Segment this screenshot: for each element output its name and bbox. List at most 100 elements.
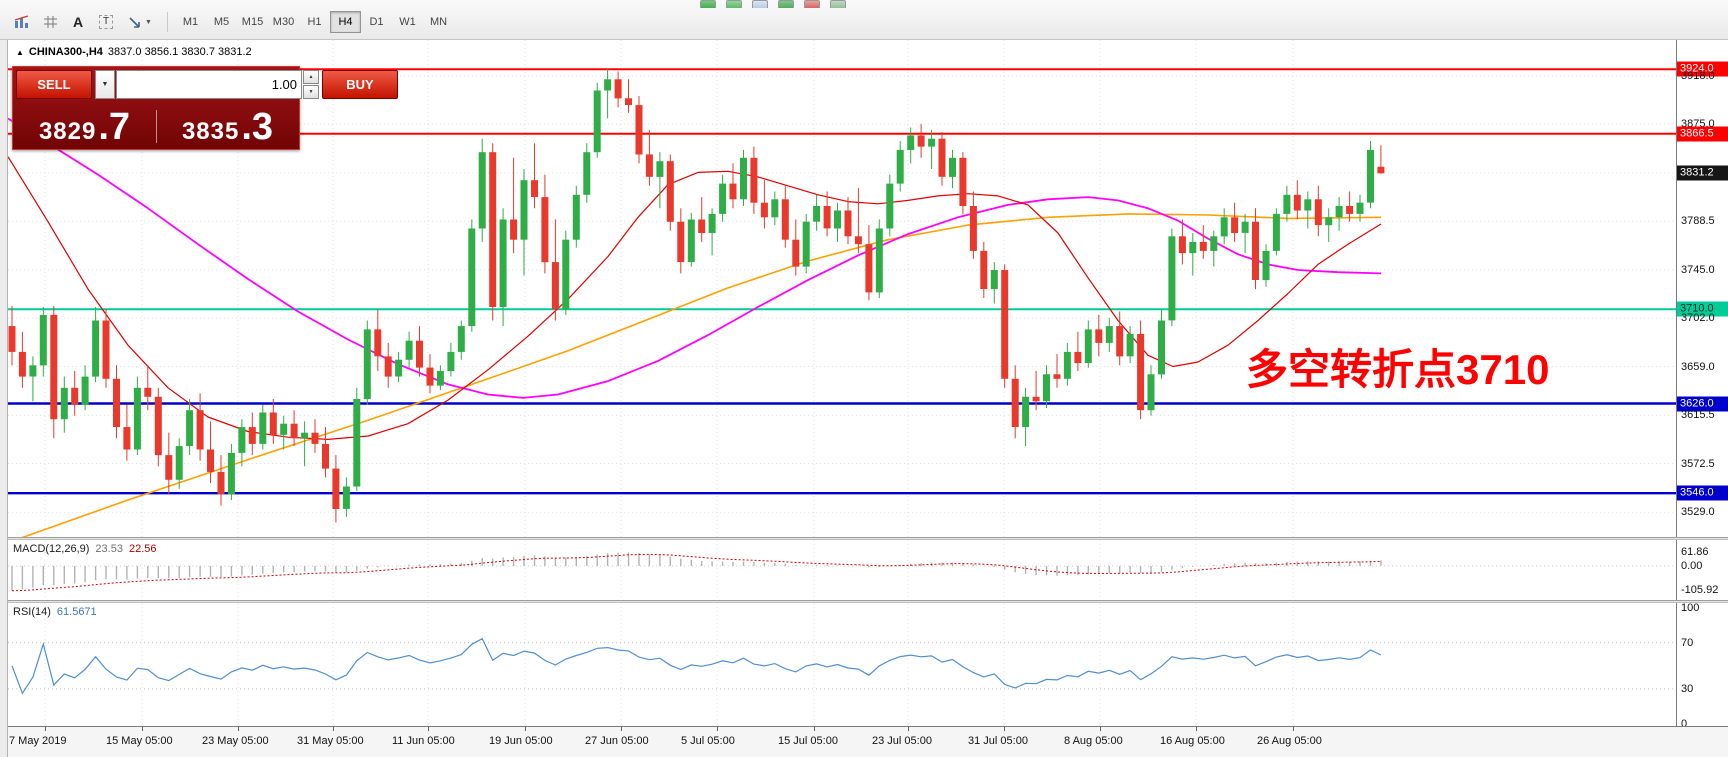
chart-text-annotation: 多空转折点3710 <box>1246 346 1550 393</box>
time-tick <box>525 727 526 731</box>
time-tick <box>142 727 143 731</box>
time-label: 11 Jun 05:00 <box>392 735 455 747</box>
price-label: 3529.0 <box>1681 506 1715 519</box>
sell-price-pips: .7 <box>98 106 131 148</box>
time-label: 5 Jul 05:00 <box>681 735 735 747</box>
macd-axis-label: -105.92 <box>1681 584 1719 596</box>
drawing-tool-icon[interactable]: ▼ <box>120 10 160 34</box>
toolbar-separator <box>167 12 168 32</box>
volume-stepper: ▲ ▼ <box>303 70 319 99</box>
macd-signal-line <box>11 553 1381 592</box>
buy-price: 3835 .3 <box>156 102 299 149</box>
price-label: 3702.0 <box>1681 312 1715 325</box>
macd-value-signal: 22.56 <box>128 543 157 555</box>
macd-axis-label: 61.86 <box>1681 546 1709 558</box>
price-tag-3924.0: 3924.0 <box>1677 61 1728 77</box>
top-toolbar: A T ▼ M1 M5 M15 M30 H1 H4 D1 W1 MN <box>0 0 1728 40</box>
textbox-tool-glyph: T <box>98 15 114 29</box>
clipped-icon[interactable] <box>700 0 716 8</box>
price-tag-3626.0: 3626.0 <box>1677 396 1728 411</box>
order-panel-prices: 3829 .7 3835 .3 <box>13 102 299 149</box>
main-chart-canvas[interactable] <box>8 40 1676 537</box>
text-box-icon[interactable]: T <box>92 10 120 34</box>
price-label: 3788.5 <box>1681 215 1715 228</box>
one-click-collapse-icon[interactable]: ▲ <box>16 47 24 57</box>
time-label: 27 Jun 05:00 <box>585 735 649 747</box>
chart-window: ▲ CHINA300-,H4 3837.0 3856.1 3830.7 3831… <box>7 40 1728 757</box>
rsi-axis-label: 70 <box>1681 636 1694 649</box>
macd-label: MACD(12,26,9) 23.53 22.56 <box>13 543 156 555</box>
clipped-icon[interactable] <box>778 0 794 8</box>
time-tick <box>1004 727 1005 731</box>
timeframe-button-MN[interactable]: MN <box>423 11 454 33</box>
price-label: 3659.0 <box>1681 360 1715 373</box>
timeframe-button-M1[interactable]: M1 <box>175 11 206 33</box>
time-tick <box>908 727 909 731</box>
timeframe-button-M15[interactable]: M15 <box>237 11 268 33</box>
chart-symbol: CHINA300-,H4 <box>28 46 103 58</box>
time-tick <box>621 727 622 731</box>
sell-button[interactable]: SELL <box>16 70 92 99</box>
time-label: 19 Jun 05:00 <box>489 735 553 747</box>
timeframe-button-W1[interactable]: W1 <box>392 11 423 33</box>
buy-button[interactable]: BUY <box>322 70 398 99</box>
timeframe-button-H4[interactable]: H4 <box>330 11 361 33</box>
timeframe-button-H1[interactable]: H1 <box>299 11 330 33</box>
time-label: 23 May 05:00 <box>202 735 269 747</box>
price-label: 3918.0 <box>1681 69 1715 82</box>
rsi-line <box>11 637 1382 695</box>
sell-price: 3829 .7 <box>13 102 156 149</box>
volume-step-up-icon[interactable]: ▲ <box>303 70 319 84</box>
macd-canvas[interactable] <box>8 540 1676 600</box>
timeframe-button-M30[interactable]: M30 <box>268 11 299 33</box>
clipped-icon[interactable] <box>726 0 742 8</box>
pane-splitter[interactable] <box>8 537 1728 540</box>
volume-input[interactable] <box>116 70 302 99</box>
volume-step-down-icon[interactable]: ▼ <box>303 85 319 99</box>
time-label: 8 Aug 05:00 <box>1064 735 1123 747</box>
rsi-canvas[interactable] <box>8 603 1676 726</box>
grid-icon[interactable] <box>36 10 64 34</box>
clipped-icon[interactable] <box>804 0 820 8</box>
price-label: 3745.0 <box>1681 264 1715 276</box>
time-tick <box>333 727 334 731</box>
price-label: 3615.5 <box>1681 409 1715 422</box>
text-tool-glyph: A <box>72 14 84 30</box>
time-tick <box>238 727 239 731</box>
rsi-name: RSI(14) <box>13 606 51 618</box>
buy-price-pips: .3 <box>241 106 274 148</box>
mini-chart-icon[interactable] <box>8 10 36 34</box>
volume-control: ▼ ▲ ▼ <box>95 70 319 99</box>
rsi-axis[interactable]: 100 70 30 0 <box>1676 603 1728 726</box>
text-label-icon[interactable]: A <box>64 10 92 34</box>
macd-pane: MACD(12,26,9) 23.53 22.56 61.86 0.00 -105.… <box>8 540 1728 600</box>
ma-slow-orange <box>21 213 1382 537</box>
macd-axis[interactable]: 61.86 0.00 -105.92 <box>1676 540 1728 600</box>
time-tick <box>45 727 46 731</box>
price-label: 3572.5 <box>1681 457 1715 470</box>
clipped-icon[interactable] <box>752 0 768 8</box>
ma-mid-magenta <box>8 117 1382 399</box>
time-axis[interactable]: 7 May 2019 15 May 05:00 23 May 05:00 31 May… <box>8 726 1728 757</box>
time-label: 16 Aug 05:00 <box>1160 735 1225 747</box>
timeframe-button-M5[interactable]: M5 <box>206 11 237 33</box>
price-axis[interactable]: 3924.0 3918.0 3875.0 3866.5 3831.2 3788.5 3745… <box>1676 40 1728 537</box>
time-tick <box>428 727 429 731</box>
time-tick <box>1196 727 1197 731</box>
one-click-trading-panel: SELL ▼ ▲ ▼ BUY 3829 .7 <box>12 66 398 150</box>
rsi-axis-label: 100 <box>1681 603 1700 614</box>
rsi-value: 61.5671 <box>56 606 97 618</box>
time-label: 15 Jul 05:00 <box>778 735 838 747</box>
time-label: 15 May 05:00 <box>106 735 173 747</box>
volume-dropdown-icon[interactable]: ▼ <box>95 70 115 99</box>
rsi-axis-label: 30 <box>1681 682 1694 695</box>
time-tick <box>717 727 718 731</box>
rsi-label: RSI(14) 61.5671 <box>13 606 97 618</box>
pane-splitter[interactable] <box>8 600 1728 603</box>
clipped-icon[interactable] <box>830 0 846 8</box>
dropdown-caret-icon: ▼ <box>145 18 152 26</box>
macd-axis-label: 0.00 <box>1681 560 1703 572</box>
timeframe-button-D1[interactable]: D1 <box>361 11 392 33</box>
candles <box>8 69 1385 523</box>
order-panel-controls: SELL ▼ ▲ ▼ BUY <box>16 70 398 99</box>
